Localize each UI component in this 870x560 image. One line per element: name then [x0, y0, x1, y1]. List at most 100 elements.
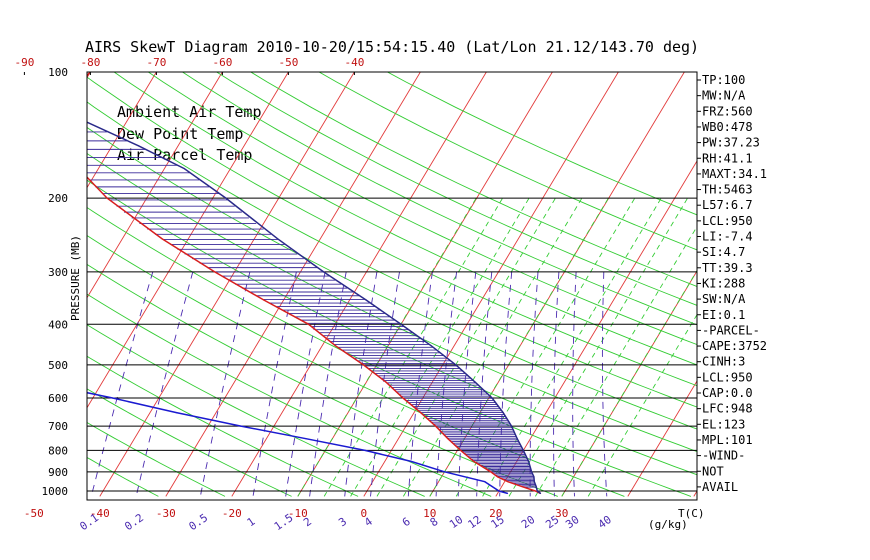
dewpoint-line-point [484, 481, 486, 483]
stability-index: TP:100 [702, 73, 745, 87]
mixing-ratio-tick-label: 0.5 [187, 511, 211, 533]
stability-index: CAP:0.0 [702, 386, 753, 400]
ambient-temp-line-point [57, 105, 58, 106]
top-temp-tick-label: -90 [14, 56, 34, 69]
stability-index: -PARCEL- [702, 323, 760, 337]
pressure-tick-label: 1000 [42, 485, 69, 498]
parcel-temp-line-point [533, 481, 535, 483]
legend-dew-point-temp: Dew Point Temp [117, 125, 243, 143]
ambient-temp-line-point [106, 197, 108, 199]
ambient-temp-line-point [308, 323, 310, 325]
stability-index: RH:41.1 [702, 151, 753, 165]
isotherm-line [231, 72, 487, 497]
x-axis-label: T(C) [678, 507, 705, 520]
legend-ambient-air-temp: Ambient Air Temp [117, 103, 262, 121]
dry-adiabat-line [87, 355, 359, 497]
stability-index: SW:N/A [702, 292, 746, 306]
isotherm-line [87, 72, 223, 299]
stability-index: KI:288 [702, 276, 745, 290]
mixing-ratio-line [370, 271, 400, 497]
bottom-temp-tick-label: -30 [156, 507, 176, 520]
mixing-ratio-line [499, 271, 513, 497]
dry-adiabat-line [249, 72, 697, 288]
dewpoint-line-point [443, 471, 446, 473]
pressure-tick-label: 400 [48, 318, 68, 331]
dewpoint-line-point [36, 382, 37, 383]
stability-index: L57:6.7 [702, 198, 753, 212]
stability-index: MAXT:34.1 [702, 167, 767, 181]
pressure-tick-label: 800 [48, 444, 68, 457]
ambient-temp-line-point [78, 168, 79, 169]
mixing-ratio-tick-label: 0.2 [122, 511, 146, 533]
stability-index: CAPE:3752 [702, 339, 767, 353]
mixing-ratio-tick-label: 10 [447, 513, 465, 531]
isotherm-line [495, 160, 697, 497]
stability-index: -WIND- [702, 449, 745, 463]
pressure-tick-label: 100 [48, 66, 68, 79]
ambient-temp-line-point [497, 476, 499, 478]
mixing-ratio-line [457, 271, 477, 497]
mixing-ratio-line [601, 271, 608, 497]
parcel-temp-line-point [539, 492, 542, 494]
mixing-ratio-line [309, 271, 347, 497]
mixing-ratio-tick-label: 2 [301, 515, 314, 529]
parcel-temp-line-point [430, 345, 432, 347]
dry-adiabat-line [147, 72, 697, 346]
bottom-temp-tick-label: 20 [489, 507, 502, 520]
dewpoint-line-point [175, 412, 178, 414]
dry-adiabat-line [113, 72, 697, 366]
dry-adiabat-line [87, 293, 492, 497]
bottom-temp-tick-label: 30 [555, 507, 568, 520]
dewpoint-line-point [364, 449, 366, 451]
stability-index: FRZ:560 [702, 104, 753, 118]
parcel-temp-line-point [531, 471, 533, 473]
dry-adiabat-line [87, 388, 292, 497]
dewpoint-line-point [305, 438, 307, 440]
stability-index: SI:4.7 [702, 245, 745, 259]
ambient-temp-line-point [263, 299, 265, 301]
dry-adiabat-line [386, 72, 697, 216]
mixing-ratio-line [572, 271, 577, 497]
dewpoint-line [87, 391, 508, 495]
mixing-ratio-line [435, 271, 458, 497]
mixing-ratio-unit: (g/kg) [648, 518, 688, 531]
parcel-temp-line-point [137, 145, 140, 147]
parcel-temp-line-point [365, 299, 367, 301]
ambient-temp-line-point [385, 381, 387, 383]
parcel-temp-line-point [455, 364, 457, 366]
top-temp-tick-label: -60 [212, 56, 232, 69]
ambient-temp-line-point [520, 485, 523, 487]
mixing-ratio-tick-label: 25 [543, 513, 561, 531]
stability-index: NOT [702, 464, 724, 478]
parcel-temp-line-point [535, 485, 537, 487]
bottom-temp-tick-label: 0 [360, 507, 367, 520]
pressure-tick-label: 700 [48, 420, 68, 433]
plot-area [36, 72, 697, 497]
moist-adiabat-line [587, 313, 697, 497]
isotherm-line [297, 72, 553, 497]
parcel-temp-line-point [183, 167, 185, 170]
dewpoint-line-point [410, 460, 412, 463]
stability-index: LCL:950 [702, 214, 753, 228]
dry-adiabat-line [181, 72, 697, 326]
dry-adiabat-line [87, 421, 226, 497]
stability-index: TT:39.3 [702, 261, 753, 275]
ambient-temp-line-point [59, 145, 60, 146]
ambient-temp-line-point [435, 425, 437, 427]
moist-adiabat-line [535, 225, 697, 497]
mixing-ratio-tick-label: 4 [362, 515, 375, 530]
ambient-temp-line-point [420, 412, 422, 414]
bottom-temp-tick-label: -50 [24, 507, 44, 520]
dewpoint-line-point [111, 397, 114, 399]
pressure-tick-label: 600 [48, 392, 68, 405]
dry-adiabat-line [87, 152, 697, 453]
bottom-temp-tick-label: -40 [90, 507, 110, 520]
dewpoint-line-point [240, 425, 242, 427]
parcel-temp-line-point [225, 197, 227, 199]
mixing-ratio-tick-label: 8 [428, 515, 441, 529]
moist-adiabat-line [455, 197, 636, 497]
moist-adiabat-line [482, 197, 662, 497]
parcel-temp-line-point [400, 323, 402, 325]
parcel-temp-line-point [533, 476, 535, 478]
parcel-temp-line-point [322, 271, 325, 273]
